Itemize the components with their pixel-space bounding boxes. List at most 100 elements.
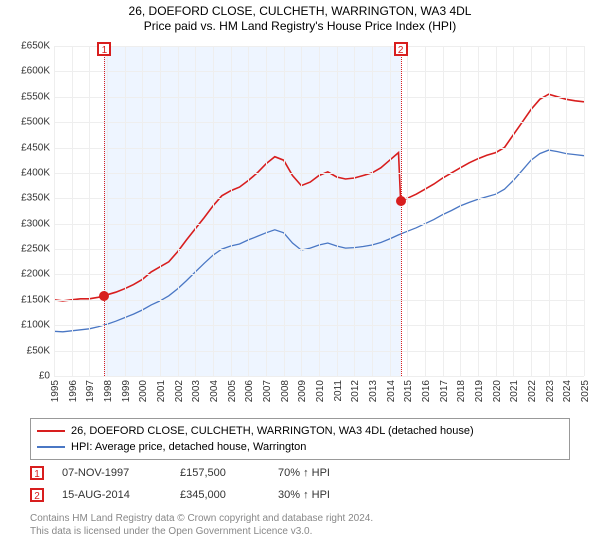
- x-tick-label: 1996: [68, 380, 79, 402]
- grid-line-v: [354, 46, 355, 376]
- y-tick-label: £600K: [21, 66, 50, 77]
- grid-line-v: [549, 46, 550, 376]
- x-tick-label: 2011: [333, 380, 344, 402]
- grid-line-v: [496, 46, 497, 376]
- x-tick-label: 1995: [50, 380, 61, 402]
- y-tick-label: £300K: [21, 218, 50, 229]
- plot-area: 12: [54, 46, 584, 376]
- grid-line-v: [89, 46, 90, 376]
- grid-line-v: [54, 46, 55, 376]
- grid-line-v: [72, 46, 73, 376]
- sale-marker-badge-1: 1: [97, 42, 111, 56]
- x-tick-label: 2001: [156, 380, 167, 402]
- sale-date: 07-NOV-1997: [62, 467, 162, 479]
- legend-label-hpi: HPI: Average price, detached house, Warr…: [71, 441, 306, 453]
- y-tick-label: £550K: [21, 91, 50, 102]
- sale-row: 107-NOV-1997£157,50070% ↑ HPI: [30, 462, 358, 484]
- x-tick-label: 1999: [121, 380, 132, 402]
- x-tick-label: 2012: [350, 380, 361, 402]
- x-axis: 1995199619971998199920002001200220032004…: [54, 376, 584, 410]
- x-tick-label: 2020: [492, 380, 503, 402]
- x-tick-label: 2003: [191, 380, 202, 402]
- x-tick-label: 2024: [562, 380, 573, 402]
- x-tick-label: 2019: [474, 380, 485, 402]
- grid-line-v: [301, 46, 302, 376]
- x-tick-label: 2000: [138, 380, 149, 402]
- sale-marker-badge-2: 2: [394, 42, 408, 56]
- y-tick-label: £200K: [21, 269, 50, 280]
- legend-swatch-hpi: [37, 446, 65, 448]
- grid-line-v: [584, 46, 585, 376]
- legend-swatch-property: [37, 430, 65, 432]
- grid-line-v: [195, 46, 196, 376]
- y-tick-label: £500K: [21, 117, 50, 128]
- grid-line-v: [407, 46, 408, 376]
- sale-price: £345,000: [180, 489, 260, 501]
- legend-row-hpi: HPI: Average price, detached house, Warr…: [37, 439, 563, 455]
- grid-line-v: [390, 46, 391, 376]
- sale-marker-dot-2: [396, 196, 406, 206]
- grid-line-v: [107, 46, 108, 376]
- chart-title: 26, DOEFORD CLOSE, CULCHETH, WARRINGTON,…: [0, 4, 600, 18]
- chart-container: 26, DOEFORD CLOSE, CULCHETH, WARRINGTON,…: [0, 0, 600, 560]
- x-tick-label: 2008: [280, 380, 291, 402]
- x-tick-label: 2013: [368, 380, 379, 402]
- grid-line-v: [443, 46, 444, 376]
- y-tick-label: £100K: [21, 320, 50, 331]
- x-tick-label: 2023: [545, 380, 556, 402]
- x-tick-label: 2015: [403, 380, 414, 402]
- x-tick-label: 2025: [580, 380, 591, 402]
- grid-line-v: [142, 46, 143, 376]
- grid-line-v: [337, 46, 338, 376]
- sale-badge: 1: [30, 466, 44, 480]
- x-tick-label: 2007: [262, 380, 273, 402]
- x-tick-label: 2006: [244, 380, 255, 402]
- y-axis: £0£50K£100K£150K£200K£250K£300K£350K£400…: [8, 46, 54, 376]
- grid-line-v: [425, 46, 426, 376]
- y-tick-label: £250K: [21, 244, 50, 255]
- sale-note: 30% ↑ HPI: [278, 489, 358, 501]
- grid-line-v: [125, 46, 126, 376]
- grid-line-v: [231, 46, 232, 376]
- sale-marker-line-1: [104, 46, 105, 376]
- x-tick-label: 2009: [297, 380, 308, 402]
- x-tick-label: 2022: [527, 380, 538, 402]
- y-tick-label: £650K: [21, 41, 50, 52]
- x-tick-label: 1998: [103, 380, 114, 402]
- y-tick-label: £150K: [21, 294, 50, 305]
- sale-marker-dot-1: [99, 291, 109, 301]
- x-tick-label: 2017: [439, 380, 450, 402]
- y-tick-label: £50K: [27, 345, 50, 356]
- x-tick-label: 1997: [85, 380, 96, 402]
- attribution-line1: Contains HM Land Registry data © Crown c…: [30, 512, 570, 525]
- grid-line-v: [478, 46, 479, 376]
- legend-label-property: 26, DOEFORD CLOSE, CULCHETH, WARRINGTON,…: [71, 425, 474, 437]
- x-tick-label: 2004: [209, 380, 220, 402]
- y-tick-label: £350K: [21, 193, 50, 204]
- grid-line-v: [319, 46, 320, 376]
- x-tick-label: 2010: [315, 380, 326, 402]
- sale-date: 15-AUG-2014: [62, 489, 162, 501]
- attribution: Contains HM Land Registry data © Crown c…: [30, 512, 570, 538]
- grid-line-v: [178, 46, 179, 376]
- grid-line-v: [460, 46, 461, 376]
- legend: 26, DOEFORD CLOSE, CULCHETH, WARRINGTON,…: [30, 418, 570, 460]
- sale-price: £157,500: [180, 467, 260, 479]
- y-tick-label: £400K: [21, 167, 50, 178]
- x-tick-label: 2021: [509, 380, 520, 402]
- grid-line-v: [248, 46, 249, 376]
- grid-line-v: [284, 46, 285, 376]
- grid-line-v: [266, 46, 267, 376]
- chart-area: £0£50K£100K£150K£200K£250K£300K£350K£400…: [8, 40, 592, 410]
- x-tick-label: 2016: [421, 380, 432, 402]
- grid-line-v: [160, 46, 161, 376]
- grid-line-v: [513, 46, 514, 376]
- grid-line-v: [566, 46, 567, 376]
- grid-line-v: [531, 46, 532, 376]
- chart-subtitle: Price paid vs. HM Land Registry's House …: [0, 19, 600, 33]
- grid-line-v: [372, 46, 373, 376]
- grid-line-v: [213, 46, 214, 376]
- x-tick-label: 2018: [456, 380, 467, 402]
- title-block: 26, DOEFORD CLOSE, CULCHETH, WARRINGTON,…: [0, 0, 600, 33]
- x-tick-label: 2014: [386, 380, 397, 402]
